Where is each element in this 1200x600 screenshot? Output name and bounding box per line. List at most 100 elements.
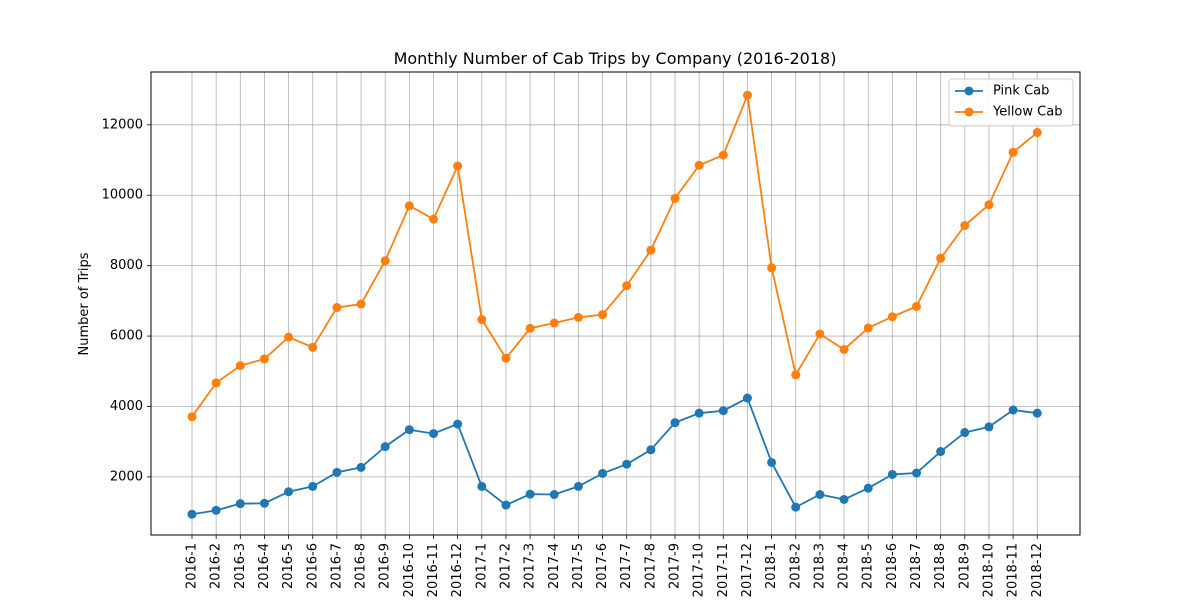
yellow-cab-data-point	[1032, 128, 1042, 138]
pink-cab-data-point	[380, 442, 390, 452]
y-tick-label: 10000	[102, 188, 143, 203]
x-tick-label: 2017-3	[523, 543, 538, 589]
plot-frame	[150, 71, 1081, 536]
y-axis-label: Number of Trips	[77, 252, 92, 355]
yellow-cab-data-point	[839, 344, 849, 354]
yellow-cab-data-point	[235, 361, 245, 371]
pink-cab-data-point	[791, 502, 801, 512]
pink-cab-data-point	[573, 481, 583, 491]
x-tick-label: 2017-7	[619, 543, 634, 589]
pink-cab-legend-label: Pink Cab	[993, 84, 1049, 99]
yellow-cab-data-point	[211, 378, 221, 388]
yellow-cab-data-point	[622, 281, 632, 291]
yellow-cab-data-point	[718, 150, 728, 160]
yellow-cab-data-point	[308, 342, 318, 352]
yellow-cab-data-point	[429, 214, 438, 224]
x-tick-label: 2017-10	[692, 543, 707, 597]
pink-cab-data-point	[356, 462, 366, 472]
yellow-cab-data-point	[984, 200, 994, 210]
yellow-cab-data-point	[694, 160, 704, 170]
pink-cab-data-point	[1008, 405, 1018, 415]
yellow-cab-data-point	[598, 310, 608, 320]
x-tick-label: 2018-2	[788, 543, 803, 589]
pink-cab-data-point	[211, 505, 221, 515]
pink-cab-data-point	[429, 429, 438, 439]
x-tick-label: 2016-10	[402, 543, 417, 597]
x-tick-label: 2017-12	[740, 543, 755, 597]
y-tick-label: 6000	[110, 329, 143, 344]
yellow-cab-data-point	[887, 312, 897, 322]
pink-cab-data-point	[670, 418, 680, 428]
pink-cab-data-point	[501, 500, 511, 510]
pink-cab-data-point	[839, 494, 849, 504]
x-tick-label: 2017-8	[643, 543, 658, 589]
x-tick-label: 2018-3	[812, 543, 827, 589]
x-tick-label: 2017-11	[716, 543, 731, 597]
x-tick-label: 2016-12	[450, 543, 465, 597]
y-tick-label: 2000	[110, 469, 143, 484]
yellow-cab-data-point	[646, 245, 656, 255]
legend: Pink Cab Yellow Cab	[948, 78, 1074, 127]
x-tick-label: 2016-2	[209, 543, 224, 589]
x-tick-label: 2018-6	[885, 543, 900, 589]
series-layer	[187, 90, 1042, 519]
yellow-cab-data-point	[477, 315, 487, 325]
x-tick-label: 2016-8	[354, 543, 369, 589]
x-tick-label: 2017-1	[474, 543, 489, 589]
yellow-cab-data-point	[356, 299, 366, 309]
x-tick-label: 2018-8	[933, 543, 948, 589]
x-tick-label: 2017-2	[498, 543, 513, 589]
x-tick-label: 2018-10	[981, 543, 996, 597]
y-tick-label: 4000	[110, 399, 143, 414]
yellow-cab-data-point	[936, 253, 946, 263]
pink-cab-data-point	[235, 499, 245, 509]
yellow-cab-data-point	[791, 370, 801, 380]
pink-cab-data-point	[549, 490, 559, 500]
x-tick-label: 2018-5	[861, 543, 876, 589]
pink-cab-data-point	[742, 393, 752, 403]
x-tick-label: 2016-6	[305, 543, 320, 589]
pink-cab-data-point	[694, 408, 704, 418]
pink-cab-series-line	[191, 396, 1038, 516]
pink-cab-data-point	[1032, 408, 1042, 418]
pink-cab-data-point	[646, 445, 656, 455]
pink-cab-data-point	[598, 468, 608, 478]
yellow-cab-data-point	[187, 412, 197, 422]
pink-cab-data-point	[453, 419, 463, 429]
x-tick-label: 2016-7	[329, 543, 344, 589]
yellow-cab-data-point	[767, 263, 777, 273]
x-tick-label: 2017-9	[668, 543, 683, 589]
x-tick-label: 2016-3	[233, 543, 248, 589]
chart-title: Monthly Number of Cab Trips by Company (…	[394, 49, 837, 68]
pink-cab-data-point	[284, 487, 294, 497]
pink-cab-data-point	[767, 457, 777, 467]
pink-cab-data-point	[525, 489, 535, 499]
pink-cab-data-point	[308, 481, 318, 491]
pink-cab-data-point	[718, 406, 728, 416]
yellow-cab-data-point	[404, 201, 414, 211]
yellow-cab-data-point	[960, 221, 970, 231]
grid-layer	[151, 72, 1080, 535]
pink-cab-data-point	[187, 509, 197, 519]
yellow-cab-series-line	[191, 91, 1038, 418]
pink-cab-data-point	[960, 428, 970, 438]
x-tick-label: 2018-7	[909, 543, 924, 589]
pink-cab-data-point	[332, 467, 342, 477]
y-tick-label: 12000	[102, 117, 143, 132]
yellow-cab-legend-marker	[964, 107, 974, 117]
pink-cab-data-point	[912, 468, 921, 478]
pink-cab-legend-marker	[964, 86, 974, 96]
pink-cab-data-point	[622, 459, 632, 469]
yellow-cab-data-point	[501, 353, 511, 363]
yellow-cab-data-point	[670, 193, 680, 203]
yellow-cab-legend-label: Yellow Cab	[992, 105, 1062, 120]
yellow-cab-data-point	[549, 318, 559, 328]
x-tick-label: 2017-4	[547, 543, 562, 589]
x-tick-label: 2018-1	[764, 543, 779, 589]
x-tick-label: 2016-1	[185, 543, 200, 589]
yellow-cab-data-point	[332, 303, 342, 313]
x-tick-label: 2017-6	[595, 543, 610, 589]
axes-layer: 2016-1 2016-2 2016-3 2016-4 2016-5 2016-6 2016…	[102, 71, 1081, 597]
